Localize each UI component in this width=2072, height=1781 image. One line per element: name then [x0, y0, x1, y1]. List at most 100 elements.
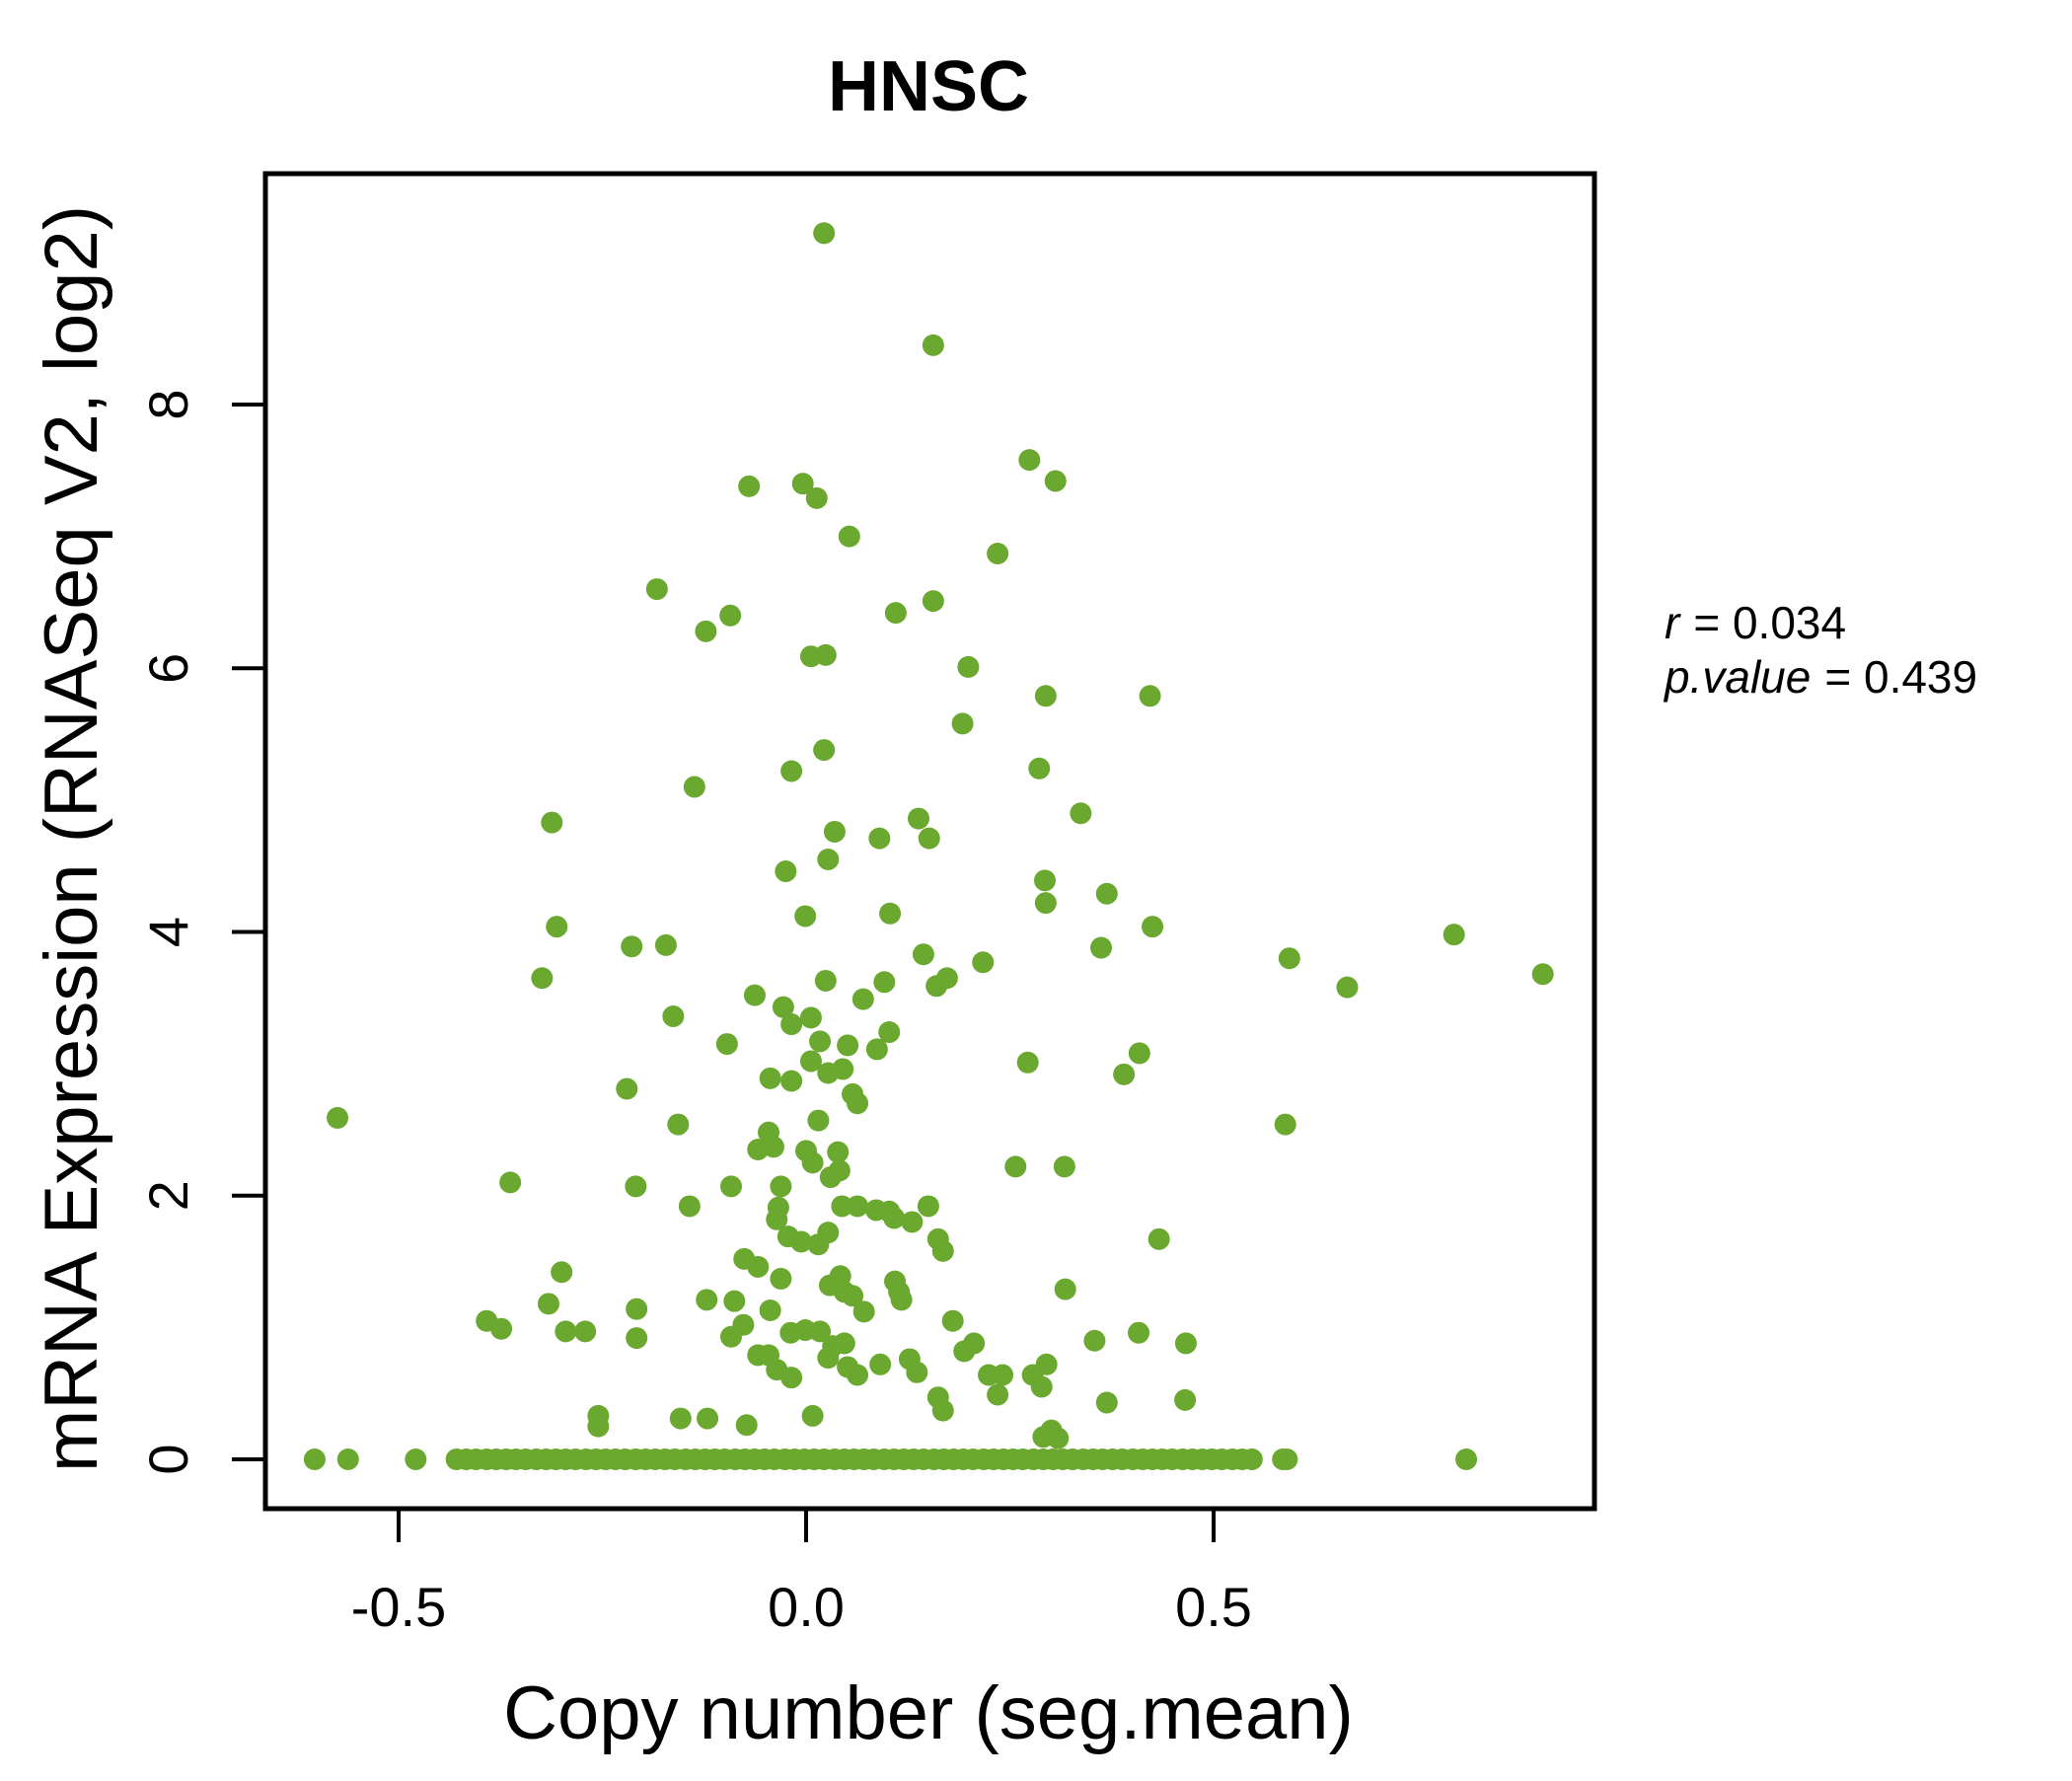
data-point	[1016, 1051, 1039, 1074]
data-point	[817, 849, 840, 871]
data-point	[805, 486, 828, 509]
data-point	[1004, 1155, 1027, 1178]
data-point	[912, 943, 934, 966]
x-tick-label: -0.5	[351, 1576, 447, 1638]
data-point	[770, 1267, 792, 1290]
plot-title: HNSC	[828, 47, 1029, 126]
data-point	[719, 604, 742, 627]
points-layer	[303, 222, 1554, 1470]
data-point	[1139, 685, 1161, 707]
data-point	[827, 1141, 850, 1163]
data-point	[669, 1407, 692, 1430]
data-point	[809, 1030, 832, 1053]
data-point	[667, 1113, 690, 1136]
data-point	[654, 933, 677, 956]
data-point	[1278, 947, 1300, 970]
x-axis-ticks: -0.5 0.0 0.5	[351, 1509, 1252, 1638]
data-point	[817, 1347, 840, 1370]
data-point	[683, 776, 705, 798]
data-point	[814, 969, 837, 992]
data-point	[833, 1332, 855, 1355]
data-point	[747, 1255, 770, 1278]
data-point	[847, 1195, 869, 1218]
data-point	[405, 1448, 427, 1470]
data-point	[813, 222, 836, 245]
data-point	[1443, 924, 1465, 946]
data-point	[868, 827, 891, 850]
data-point	[791, 473, 814, 495]
data-point	[780, 1070, 803, 1092]
data-point	[1336, 976, 1359, 999]
data-point	[735, 1414, 758, 1437]
y-tick-label: 4	[137, 917, 199, 947]
data-point	[801, 1151, 824, 1174]
data-point	[1276, 1448, 1298, 1470]
data-point	[807, 1109, 830, 1132]
data-point	[551, 1261, 573, 1284]
data-point	[883, 1207, 906, 1229]
data-point	[987, 542, 1009, 564]
data-point	[1034, 869, 1057, 892]
data-point	[842, 1285, 864, 1307]
data-point	[799, 1050, 822, 1073]
data-point	[873, 971, 896, 994]
data-point	[1128, 1042, 1150, 1065]
data-point	[831, 1195, 853, 1218]
data-point	[931, 1239, 954, 1262]
data-point	[1030, 1375, 1053, 1398]
data-point	[992, 1364, 1014, 1386]
data-point	[907, 807, 929, 830]
data-point	[1044, 470, 1067, 492]
data-point	[678, 1195, 701, 1218]
data-point	[499, 1171, 522, 1194]
data-point	[780, 1367, 803, 1389]
data-point	[819, 1166, 842, 1189]
y-axis-ticks: 0 2 4 6 8	[137, 389, 265, 1475]
data-point	[838, 525, 860, 548]
data-point	[1090, 936, 1113, 959]
data-point	[1095, 882, 1118, 905]
data-point	[546, 916, 568, 938]
data-point	[832, 1058, 854, 1080]
data-point	[837, 1034, 859, 1057]
data-point	[813, 739, 836, 762]
data-point	[1034, 685, 1057, 707]
data-point	[878, 1021, 901, 1044]
data-point	[1174, 1332, 1197, 1355]
data-point	[747, 1138, 770, 1160]
data-point	[645, 578, 668, 601]
data-point	[1034, 892, 1057, 915]
plot-border	[262, 171, 1597, 1512]
data-point	[1018, 449, 1041, 472]
data-point	[794, 905, 817, 928]
data-point	[809, 1320, 832, 1343]
data-point	[695, 620, 717, 642]
y-tick-label: 0	[137, 1444, 199, 1474]
data-point	[972, 951, 995, 974]
data-point	[847, 1092, 869, 1115]
data-point	[823, 820, 846, 843]
annotation-pvalue-variable: p.value	[1663, 651, 1811, 703]
x-tick-label: 0.0	[768, 1576, 845, 1638]
data-point	[1054, 1278, 1076, 1300]
data-point	[541, 811, 563, 834]
data-point	[1083, 1329, 1106, 1352]
data-point	[1142, 916, 1164, 938]
data-point	[587, 1415, 610, 1438]
data-point	[817, 1222, 840, 1244]
data-point	[901, 1211, 924, 1233]
data-point	[931, 1399, 954, 1422]
data-point	[723, 1290, 746, 1312]
data-point	[715, 1033, 738, 1056]
data-point	[1070, 802, 1092, 825]
y-tick-label: 2	[137, 1180, 199, 1211]
data-point	[922, 334, 944, 356]
data-point	[743, 984, 766, 1006]
data-point	[1147, 1227, 1170, 1250]
data-point	[780, 1013, 803, 1036]
data-point	[772, 996, 794, 1018]
data-point	[616, 1077, 638, 1100]
data-point	[766, 1208, 788, 1230]
data-point	[1455, 1448, 1478, 1470]
data-point	[925, 975, 948, 998]
